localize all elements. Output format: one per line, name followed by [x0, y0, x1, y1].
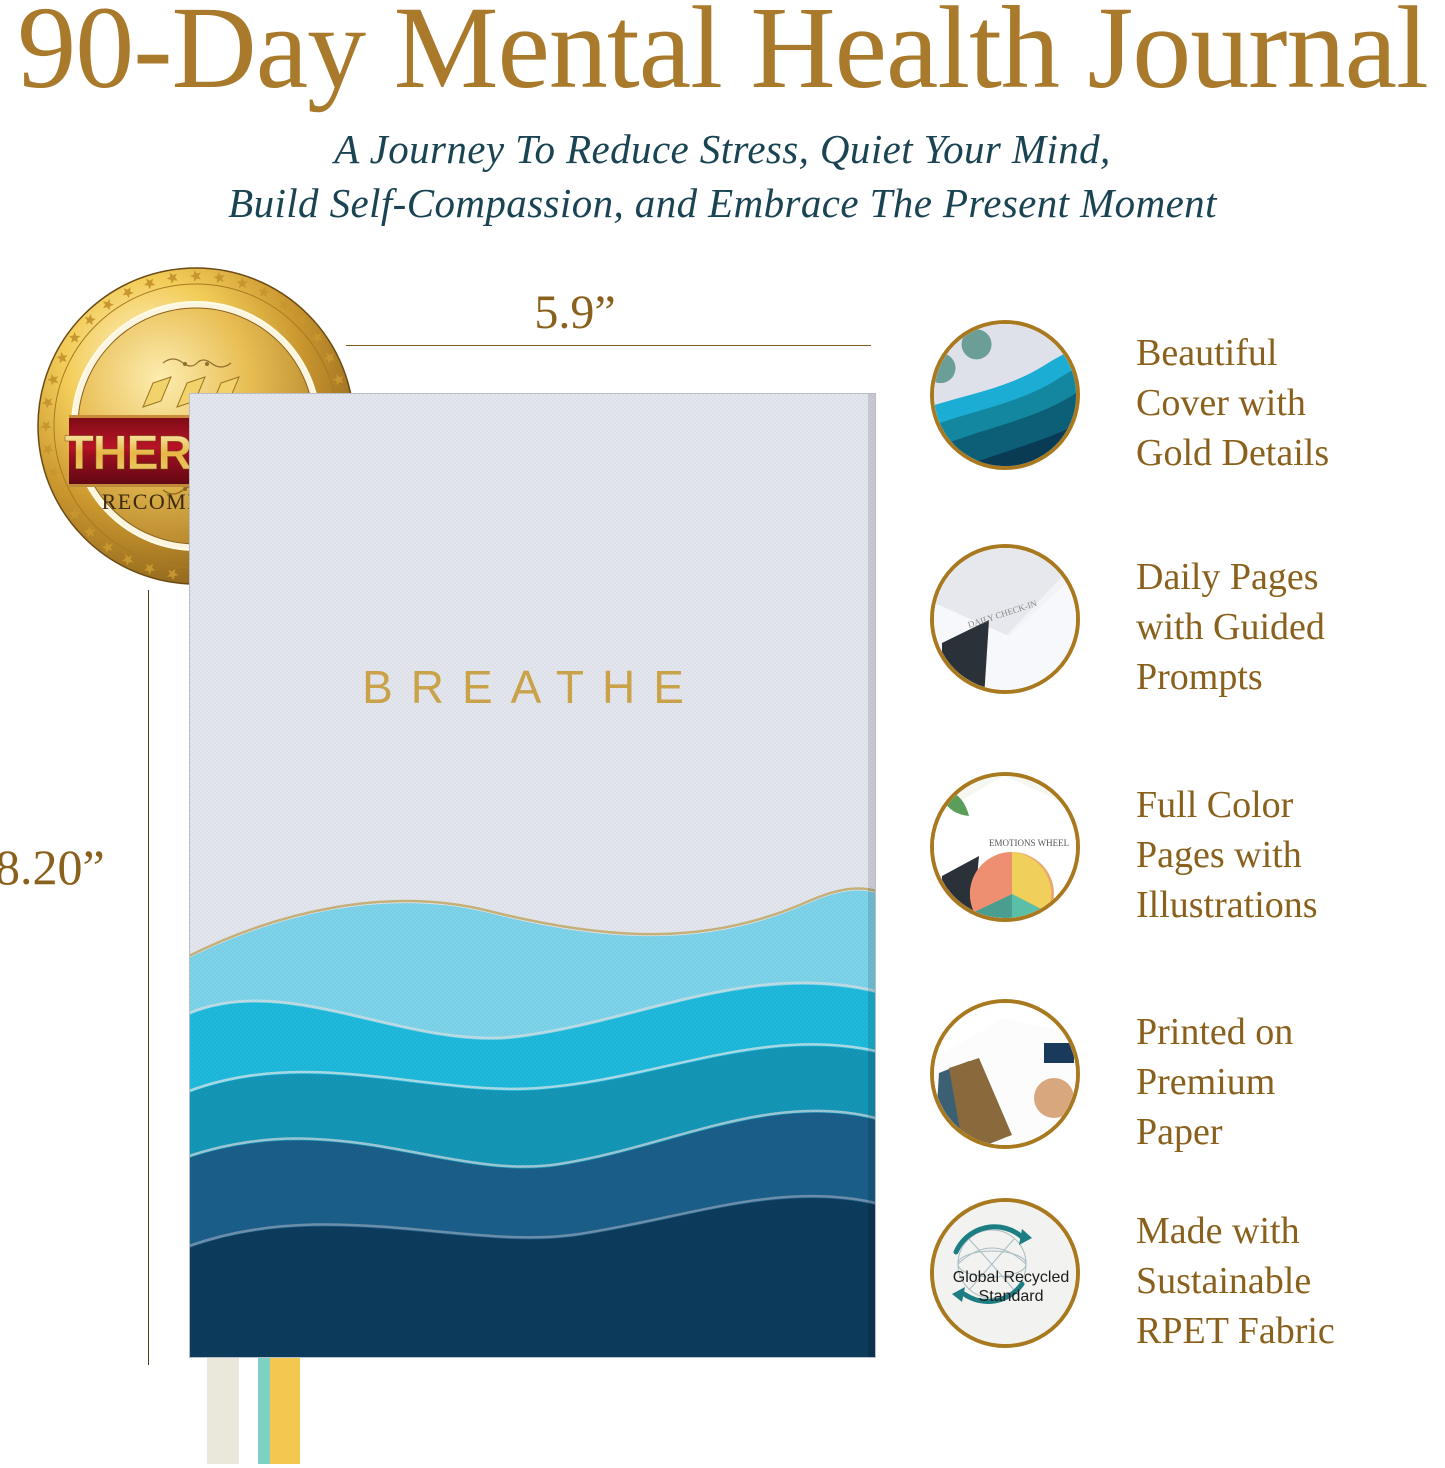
svg-text:Standard: Standard [979, 1288, 1044, 1305]
svg-text:YA SHERRIFF: YA SHERRIFF [1005, 466, 1080, 470]
svg-text:EMOTIONS WHEEL: EMOTIONS WHEEL [989, 838, 1069, 848]
svg-text:Global Recycled: Global Recycled [953, 1269, 1070, 1286]
svg-text:BREATHE: BREATHE [362, 661, 702, 713]
